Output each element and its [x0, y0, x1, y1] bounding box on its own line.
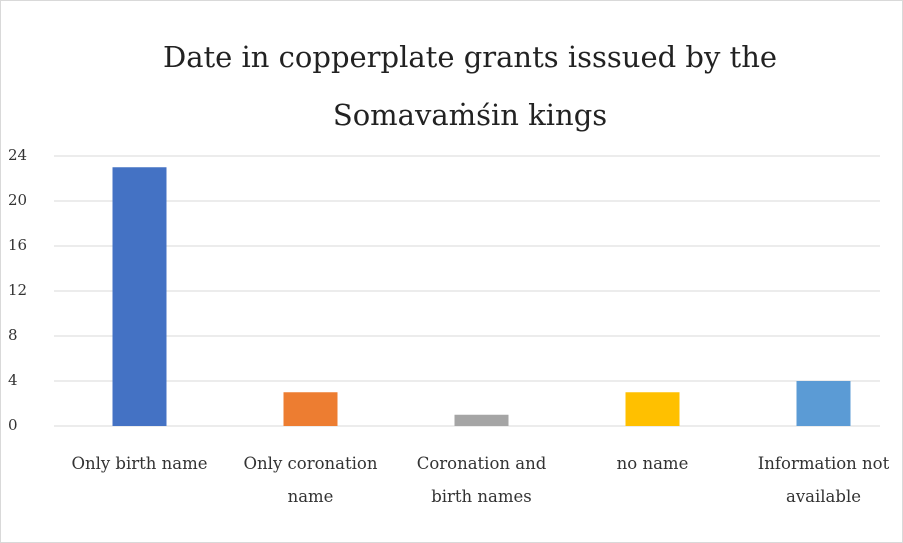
y-tick-label: 0	[8, 416, 18, 434]
bar	[112, 167, 167, 426]
bar	[454, 414, 509, 426]
x-tick-label: Only birth name	[71, 454, 208, 473]
x-tick-label: no name	[616, 454, 689, 473]
bar	[796, 381, 851, 426]
y-tick-label: 8	[8, 326, 18, 344]
y-tick-label: 12	[8, 281, 27, 299]
x-tick-label: Information not available	[757, 454, 890, 506]
x-tick-label: Coronation and birth names	[416, 454, 547, 506]
x-tick-label: Only coronation name	[243, 454, 378, 506]
y-tick-label: 20	[8, 191, 27, 209]
chart-title: Date in copperplate grants isssued by th…	[162, 40, 778, 132]
bar	[625, 392, 680, 426]
bar	[283, 392, 338, 426]
y-tick-label: 4	[8, 371, 18, 389]
y-tick-label: 24	[8, 146, 27, 164]
y-tick-label: 16	[8, 236, 27, 254]
